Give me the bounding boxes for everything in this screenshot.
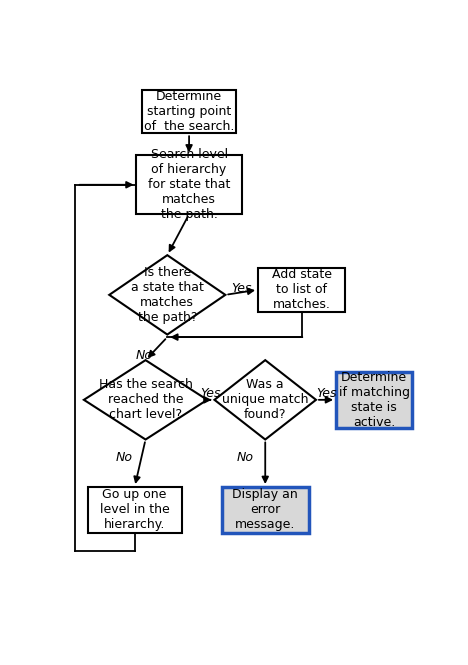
Text: Was a
unique match
found?: Was a unique match found?: [222, 378, 308, 422]
FancyBboxPatch shape: [222, 487, 309, 533]
Text: Is there
a state that
matches
the path?: Is there a state that matches the path?: [131, 266, 204, 324]
Text: No: No: [237, 451, 254, 464]
FancyBboxPatch shape: [258, 268, 345, 311]
Text: Determine
starting point
of  the search.: Determine starting point of the search.: [144, 90, 234, 133]
Text: No: No: [135, 348, 152, 362]
Text: Add state
to list of
matches.: Add state to list of matches.: [271, 268, 331, 311]
FancyBboxPatch shape: [336, 372, 412, 428]
Text: Yes: Yes: [316, 386, 336, 400]
Polygon shape: [214, 360, 316, 440]
Text: Display an
error
message.: Display an error message.: [233, 488, 298, 531]
Text: Search level
of hierarchy
for state that
matches
the path.: Search level of hierarchy for state that…: [148, 148, 230, 221]
Text: Has the search
reached the
chart level?: Has the search reached the chart level?: [99, 378, 192, 422]
FancyBboxPatch shape: [88, 487, 182, 533]
FancyBboxPatch shape: [142, 90, 236, 133]
Text: Yes: Yes: [231, 282, 252, 295]
FancyBboxPatch shape: [137, 156, 241, 214]
Polygon shape: [110, 255, 226, 334]
Text: No: No: [115, 451, 132, 464]
Text: Go up one
level in the
hierarchy.: Go up one level in the hierarchy.: [100, 488, 169, 531]
Polygon shape: [84, 360, 207, 440]
Text: Determine
if matching
state is
active.: Determine if matching state is active.: [338, 371, 410, 429]
Text: Yes: Yes: [201, 386, 221, 400]
